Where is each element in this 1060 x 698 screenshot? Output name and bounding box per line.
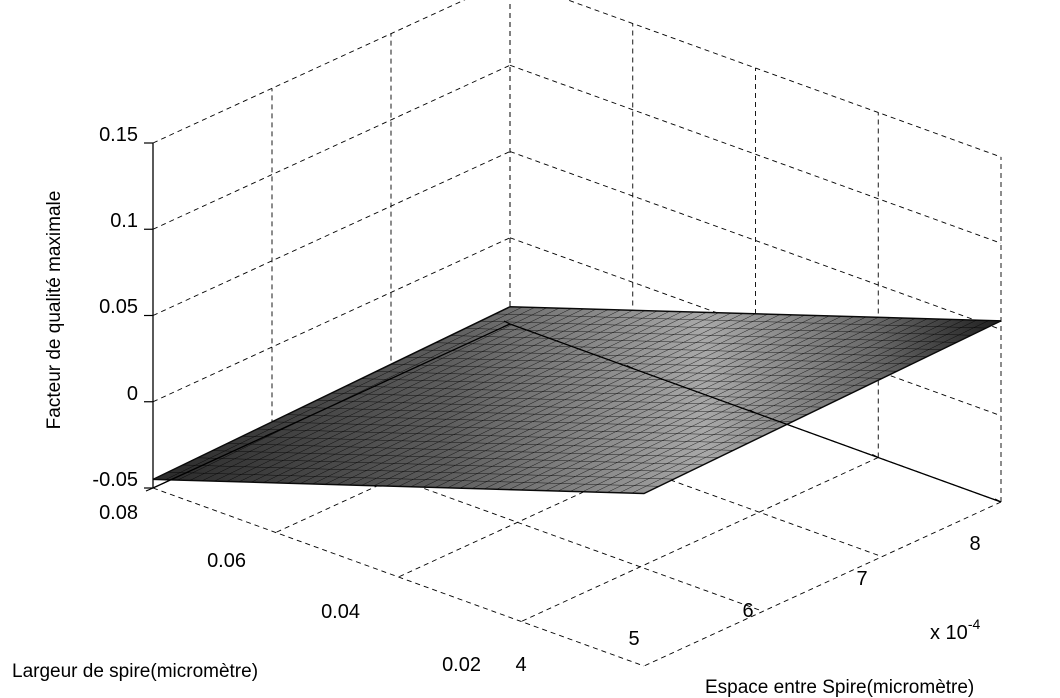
surface-mesh-line — [450, 335, 942, 350]
y-tick-label: 0.08 — [99, 502, 138, 524]
surface-mesh-line — [167, 471, 659, 487]
grid-line — [152, 64, 511, 230]
y-tick-mark — [383, 378, 392, 383]
y-tick-label: 0.02 — [442, 654, 481, 676]
surface-mesh-line — [227, 443, 719, 458]
x-axis-multiplier: x 10-4 — [930, 616, 980, 644]
surface-mesh-line — [271, 421, 764, 437]
y-tick-mark — [145, 487, 154, 492]
x-tick-label: 7 — [856, 568, 867, 590]
x-tick-mark — [749, 409, 756, 414]
grid-line — [271, 432, 764, 612]
surface-mesh-line — [301, 407, 793, 422]
x-tick-mark — [626, 364, 634, 370]
x-tick-label: 5 — [628, 628, 639, 650]
grid-line — [152, 237, 511, 403]
x-tick-label: 4 — [515, 654, 526, 676]
grid-line — [521, 457, 879, 622]
y-tick-mark — [264, 432, 273, 437]
surface-mesh-line — [376, 371, 868, 386]
z-axis-label: Facteur de qualité maximale — [44, 191, 65, 430]
surface-mesh-line — [152, 479, 645, 494]
x-multiplier-exponent: -4 — [968, 616, 981, 632]
axes — [144, 142, 1002, 503]
y-axis-line — [152, 323, 511, 489]
surface-mesh-line — [257, 428, 749, 444]
surface-mesh-line — [197, 457, 689, 473]
surface-mesh-line — [242, 436, 734, 451]
surface-mesh-line — [495, 313, 987, 329]
surface-mesh-line — [286, 414, 778, 429]
surface-mesh-line — [331, 392, 823, 408]
surface-mesh-line — [182, 464, 674, 480]
z-tick-label: -0.05 — [92, 469, 138, 491]
surface-mesh-line — [480, 320, 972, 336]
grid-line — [643, 501, 1002, 667]
x-tick-mark — [503, 320, 511, 325]
z-tick-label: 0 — [127, 383, 138, 405]
surface-mesh-line — [316, 400, 808, 415]
y-axis-label: Largeur de spire(micromètre) — [12, 661, 258, 682]
y-tick-label: 0.06 — [207, 550, 246, 572]
surface-mesh-line — [465, 328, 957, 343]
grid-line — [152, 0, 466, 144]
surface-mesh-line — [361, 378, 853, 394]
surface-plot — [152, 305, 1002, 495]
x-tick-mark — [994, 498, 1002, 503]
z-tick-label: 0.1 — [110, 210, 138, 232]
grid-line — [152, 487, 645, 667]
y-tick-mark — [502, 323, 511, 328]
x-tick-mark — [871, 453, 879, 459]
surface-mesh-line — [346, 385, 838, 401]
x-tick-label: 8 — [969, 533, 980, 555]
grid-line — [152, 151, 511, 316]
surface-mesh-line — [390, 364, 883, 379]
z-tick-label: 0.05 — [99, 296, 138, 318]
surface-mesh-line — [405, 356, 897, 372]
surface-mesh-line — [435, 342, 927, 358]
grid-line — [509, 64, 1002, 244]
x-multiplier-base: x 10 — [930, 622, 968, 644]
z-tick-label: 0.15 — [99, 124, 138, 146]
surface-mesh-line — [420, 349, 912, 365]
x-tick-label: 6 — [742, 600, 753, 622]
surface-mesh-line — [212, 450, 704, 465]
y-tick-label: 0.04 — [321, 601, 360, 623]
x-axis-label: Espace entre Spire(micromètre) — [705, 677, 974, 698]
surface-mesh-line — [509, 306, 1002, 322]
